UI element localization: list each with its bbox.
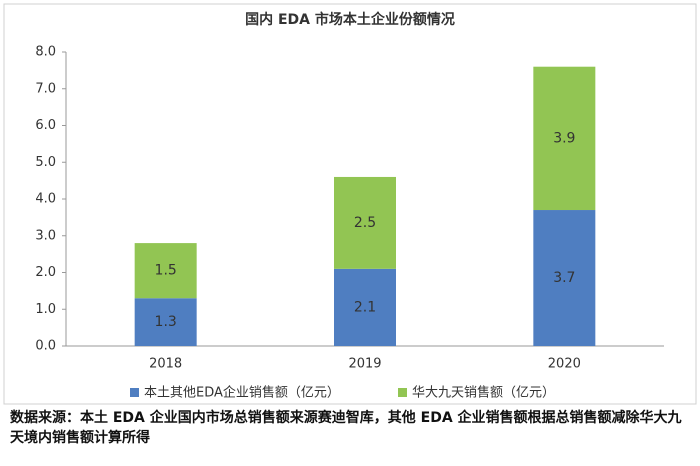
x-tick-label: 2018 — [149, 357, 182, 372]
y-tick-label: 0.0 — [35, 339, 56, 354]
legend-label: 华大九天销售额（亿元） — [412, 385, 555, 401]
bar-segment — [533, 210, 596, 346]
bar-segment — [334, 176, 396, 269]
y-tick-label: 5.0 — [35, 155, 56, 170]
data-label: 3.7 — [553, 270, 575, 286]
data-label: 3.9 — [553, 130, 575, 146]
chart-frame — [3, 3, 697, 405]
legend-label: 本土其他EDA企业销售额（亿元） — [144, 385, 340, 401]
y-tick-label: 4.0 — [35, 192, 56, 207]
y-tick-label: 1.0 — [35, 302, 56, 317]
chart-title: 国内 EDA 市场本土企业份额情况 — [245, 11, 455, 28]
y-tick-label: 6.0 — [35, 118, 56, 133]
bar-segment — [134, 298, 197, 346]
data-label: 1.3 — [155, 314, 177, 330]
y-tick-label: 7.0 — [35, 81, 56, 96]
bar-segment — [134, 243, 197, 299]
legend-swatch — [398, 388, 407, 397]
x-tick-label: 2020 — [548, 357, 581, 372]
data-label: 2.5 — [354, 215, 376, 231]
y-tick-label: 3.0 — [35, 228, 56, 243]
x-tick-label: 2019 — [348, 357, 381, 372]
bar-segment — [334, 268, 396, 346]
legend-swatch — [130, 388, 139, 397]
data-label: 1.5 — [155, 263, 177, 279]
chart: 国内 EDA 市场本土企业份额情况 0.0 1.0 2.0 3.0 4.0 5.0 6.0 7… — [3, 3, 697, 405]
source-note: 数据来源：本土 EDA 企业国内市场总销售额来源赛迪智库，其他 EDA 企业销售… — [10, 410, 682, 446]
data-label: 2.1 — [354, 299, 376, 315]
y-tick-label: 8.0 — [35, 45, 56, 60]
bar-segment — [533, 66, 596, 211]
y-tick-label: 2.0 — [35, 265, 56, 280]
